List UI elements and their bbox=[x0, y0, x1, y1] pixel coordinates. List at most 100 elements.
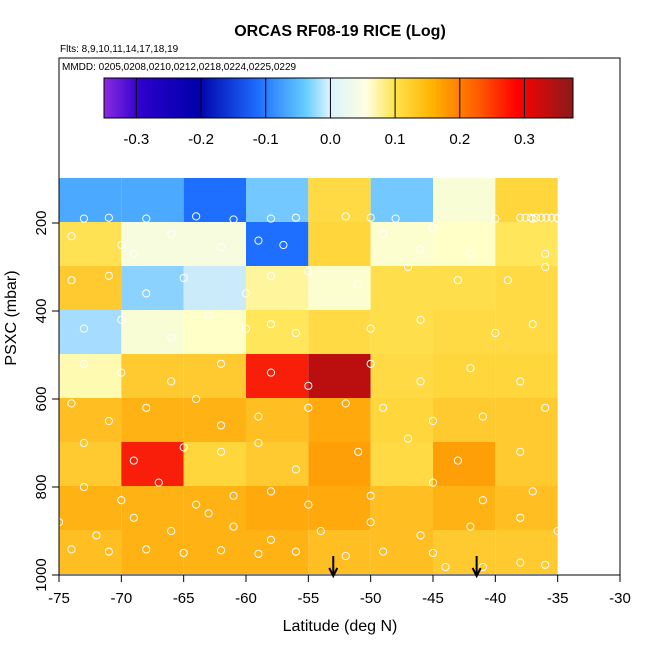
sample-point bbox=[416, 315, 425, 324]
sample-point bbox=[291, 213, 300, 222]
sample-point bbox=[79, 324, 89, 333]
sample-point bbox=[104, 416, 113, 426]
heatmap-cell bbox=[370, 442, 433, 486]
sample-point bbox=[428, 223, 438, 232]
heatmap-cell bbox=[246, 310, 309, 354]
sample-point bbox=[229, 491, 238, 500]
sample-point bbox=[541, 262, 550, 272]
sample-point bbox=[129, 513, 138, 522]
sample-point bbox=[553, 526, 562, 536]
sample-point bbox=[428, 478, 438, 487]
heatmap-cell bbox=[308, 354, 371, 398]
heatmap-cell bbox=[59, 442, 122, 486]
sample-point bbox=[167, 526, 176, 536]
sample-point bbox=[466, 249, 475, 258]
heatmap-cell bbox=[495, 266, 558, 310]
sample-point bbox=[478, 496, 487, 505]
chart-title: ORCAS RF08-19 RICE (Log) bbox=[234, 23, 446, 40]
sample-point bbox=[67, 232, 76, 241]
sample-point bbox=[279, 240, 288, 250]
sample-point bbox=[366, 518, 375, 527]
sample-point bbox=[578, 213, 588, 222]
sample-point bbox=[192, 500, 201, 509]
sample-point bbox=[541, 249, 550, 258]
sample-point bbox=[291, 465, 300, 474]
sample-point bbox=[379, 403, 388, 412]
heatmap-cell bbox=[121, 486, 184, 530]
sample-point bbox=[142, 214, 151, 223]
sample-point bbox=[179, 548, 188, 558]
sample-point bbox=[254, 236, 263, 245]
heatmap-cell bbox=[495, 354, 558, 398]
sample-point bbox=[167, 377, 176, 386]
x-tick-label: -35 bbox=[547, 590, 569, 607]
sample-point bbox=[154, 478, 163, 487]
heatmap-cell bbox=[433, 442, 496, 486]
x-axis: -75 -70 -65 -60 -55 -50 -45 -40 -35 -30 bbox=[48, 574, 631, 607]
heatmap-cell bbox=[246, 442, 309, 486]
x-tick-label: -55 bbox=[297, 590, 319, 607]
sample-point bbox=[542, 213, 551, 222]
sample-point bbox=[478, 412, 487, 421]
heatmap-cell bbox=[308, 222, 371, 266]
heatmap-cell bbox=[433, 398, 496, 442]
heatmap-cell bbox=[308, 178, 371, 222]
sample-point bbox=[129, 249, 138, 258]
sample-point bbox=[266, 214, 276, 223]
sample-point bbox=[266, 487, 276, 496]
heatmap-cell bbox=[121, 530, 184, 574]
heatmap-cell bbox=[495, 398, 558, 442]
sample-point bbox=[117, 240, 126, 250]
sample-point bbox=[79, 359, 89, 368]
arrow-head bbox=[328, 567, 339, 579]
heatmap-cell bbox=[308, 486, 371, 530]
sample-point bbox=[453, 456, 463, 465]
sample-point bbox=[229, 215, 238, 224]
sample-point bbox=[584, 213, 593, 222]
heatmap-cell bbox=[433, 222, 496, 266]
heatmap-cell bbox=[495, 310, 558, 354]
sample-point bbox=[216, 243, 226, 252]
heatmap-cell bbox=[183, 398, 246, 442]
sample-point bbox=[291, 547, 300, 556]
sample-point bbox=[563, 213, 572, 222]
heatmap-cell bbox=[183, 486, 246, 530]
heatmap-cell bbox=[495, 486, 558, 530]
heatmap-cell bbox=[59, 398, 122, 442]
sample-point bbox=[142, 403, 151, 412]
heatmap-cell bbox=[246, 222, 309, 266]
x-tick-label: -60 bbox=[235, 590, 257, 607]
heatmap-cell bbox=[308, 442, 371, 486]
sample-point bbox=[341, 399, 350, 408]
sample-point bbox=[428, 548, 438, 558]
sample-point bbox=[79, 482, 89, 492]
sample-point bbox=[79, 214, 89, 223]
x-axis-label: Latitude (deg N) bbox=[283, 618, 398, 635]
x-tick-label: -65 bbox=[173, 590, 195, 607]
y-tick-label: 400 bbox=[33, 298, 50, 323]
sample-point bbox=[516, 213, 525, 222]
heatmap-cell bbox=[183, 222, 246, 266]
heatmap-cell bbox=[370, 266, 433, 310]
sample-point bbox=[216, 421, 226, 430]
heatmap-cell bbox=[59, 310, 122, 354]
sample-point bbox=[129, 456, 138, 465]
sample-point bbox=[531, 213, 541, 222]
heatmap-cell bbox=[495, 530, 558, 574]
sample-point bbox=[216, 546, 226, 555]
sample-point bbox=[241, 289, 251, 298]
sample-point bbox=[304, 500, 313, 509]
sample-point bbox=[379, 229, 388, 239]
sample-point bbox=[516, 447, 525, 456]
heatmap-cell bbox=[121, 354, 184, 398]
heatmap-cell bbox=[308, 310, 371, 354]
heatmap-cell bbox=[370, 222, 433, 266]
y-axis-label: PSXC (mbar) bbox=[3, 270, 20, 365]
sample-point bbox=[547, 213, 556, 222]
sample-point bbox=[304, 267, 313, 276]
heatmap-cell bbox=[370, 398, 433, 442]
sample-point bbox=[573, 213, 582, 222]
heatmap-cell bbox=[183, 310, 246, 354]
sample-points bbox=[54, 212, 624, 572]
